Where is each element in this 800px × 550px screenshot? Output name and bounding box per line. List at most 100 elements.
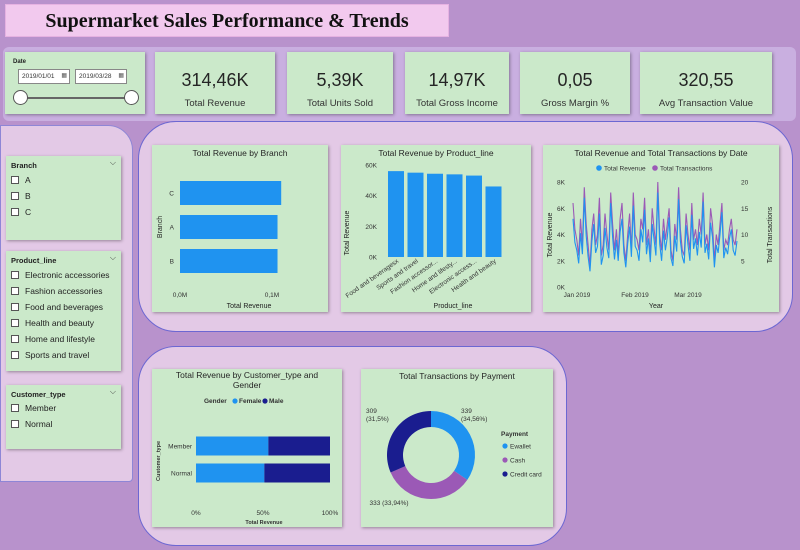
- donut-slice[interactable]: [390, 466, 468, 499]
- x-axis-label: Product_line: [434, 303, 473, 310]
- kpi-label: Gross Margin %: [540, 98, 610, 109]
- slicer-item[interactable]: Normal: [11, 419, 52, 429]
- donut-slice[interactable]: [387, 411, 431, 473]
- product-line-slicer[interactable]: Product_line ⌵ Electronic accessories Fa…: [6, 251, 121, 371]
- checkbox[interactable]: [11, 176, 19, 184]
- y-axis-label: Total Revenue: [344, 211, 351, 256]
- legend-marker-female: [232, 398, 238, 404]
- data-label-value: 339: [461, 408, 472, 415]
- donut-slice[interactable]: [431, 411, 475, 480]
- date-range-track[interactable]: [21, 97, 135, 99]
- chart-card-customer-gender: Total Revenue by Customer_type and Gender…: [152, 369, 342, 527]
- bar[interactable]: [388, 171, 404, 257]
- slicer-item[interactable]: Fashion accessories: [11, 286, 102, 296]
- legend-title: Gender: [204, 398, 227, 405]
- slicer-item[interactable]: Electronic accessories: [11, 270, 110, 280]
- chevron-down-icon[interactable]: ⌵: [109, 253, 116, 262]
- revenue-by-product-line-chart[interactable]: Total Revenue by Product_line Total Reve…: [341, 145, 531, 312]
- y-axis-label: Customer_type: [156, 441, 162, 481]
- legend-label-revenue: Total Revenue: [604, 166, 646, 173]
- y-axis-label-left: Total Revenue: [547, 213, 554, 258]
- slicer-item[interactable]: Health and beauty: [11, 318, 94, 328]
- customer-type-slicer[interactable]: Customer_type ⌵ Member Normal: [6, 385, 121, 449]
- slicer-item[interactable]: A: [11, 175, 31, 185]
- slicer-item[interactable]: Sports and travel: [11, 350, 89, 360]
- bar-segment[interactable]: [196, 463, 265, 483]
- dashboard-title-box: Supermarket Sales Performance & Trends: [5, 4, 449, 37]
- chevron-down-icon[interactable]: ⌵: [109, 387, 116, 396]
- revenue-transactions-by-date-chart[interactable]: Total Revenue and Total Transactions by …: [543, 145, 779, 312]
- revenue-by-branch-chart[interactable]: Total Revenue by Branch Branch Total Rev…: [152, 145, 328, 312]
- legend-label: Ewallet: [510, 444, 531, 451]
- date-slicer-label: Date: [13, 59, 27, 65]
- bar[interactable]: [407, 172, 424, 257]
- slicer-item-label: C: [25, 207, 32, 217]
- category-tick-label: C: [169, 191, 174, 198]
- checkbox[interactable]: [11, 303, 19, 311]
- chart-title-line-1: Total Revenue by Customer_type and: [176, 370, 318, 380]
- slicer-item-label: Member: [25, 403, 57, 413]
- checkbox[interactable]: [11, 420, 19, 428]
- bar[interactable]: [180, 249, 278, 273]
- bar-segment[interactable]: [196, 436, 269, 456]
- calendar-icon[interactable]: ▦: [61, 73, 67, 79]
- checkbox[interactable]: [11, 335, 19, 343]
- checkbox[interactable]: [11, 208, 19, 216]
- slicer-item[interactable]: Food and beverages: [11, 302, 103, 312]
- checkbox[interactable]: [11, 319, 19, 327]
- checkbox[interactable]: [11, 404, 19, 412]
- date-range-start-handle[interactable]: [13, 90, 28, 105]
- bar[interactable]: [427, 173, 443, 257]
- bar[interactable]: [466, 175, 482, 257]
- category-tick-label: Member: [168, 444, 193, 451]
- bar[interactable]: [180, 181, 282, 205]
- slicer-title: Branch: [11, 161, 37, 170]
- checkbox[interactable]: [11, 271, 19, 279]
- y-tick-label: 40K: [365, 193, 377, 200]
- category-tick-label: A: [170, 225, 175, 232]
- bar-segment[interactable]: [268, 436, 330, 456]
- slicer-title: Product_line: [11, 256, 57, 265]
- slicer-item-label: A: [25, 175, 31, 185]
- checkbox[interactable]: [11, 287, 19, 295]
- legend-marker-revenue: [596, 165, 602, 171]
- transactions-by-payment-chart[interactable]: Total Transactions by Payment Payment 33…: [361, 369, 553, 527]
- date-slicer[interactable]: Date 2019/01/01 ▦ 2019/03/28 ▦: [5, 52, 145, 114]
- chart-title: Total Revenue by Product_line: [378, 148, 494, 158]
- slicer-item[interactable]: Home and lifestyle: [11, 334, 95, 344]
- slicer-item[interactable]: B: [11, 191, 31, 201]
- bar[interactable]: [180, 215, 278, 239]
- y-axis-label: Branch: [157, 216, 164, 238]
- x-tick-label: 50%: [256, 510, 269, 517]
- branch-slicer[interactable]: Branch ⌵ A B C: [6, 156, 121, 240]
- x-tick-label: 0%: [191, 510, 201, 517]
- slicer-item[interactable]: C: [11, 207, 31, 217]
- chart-card-product-line: Total Revenue by Product_line Total Reve…: [341, 145, 531, 312]
- chart-title: Total Revenue by Customer_type and Gender: [176, 370, 318, 390]
- bar[interactable]: [485, 186, 502, 257]
- slicer-item[interactable]: Member: [11, 403, 56, 413]
- start-date-input[interactable]: 2019/01/01 ▦: [18, 69, 70, 84]
- date-range-end-handle[interactable]: [124, 90, 139, 105]
- y-tick-label-left: 2K: [557, 258, 566, 265]
- legend-marker-transactions: [652, 165, 658, 171]
- calendar-icon[interactable]: ▦: [118, 73, 124, 79]
- y-tick-label-left: 4K: [557, 232, 566, 239]
- y-axis-label-right: Total Transactions: [767, 206, 774, 263]
- series-line[interactable]: [572, 181, 738, 267]
- series-line[interactable]: [572, 192, 738, 272]
- data-label: 309 (31,5%): [366, 408, 389, 423]
- revenue-by-customer-gender-chart[interactable]: Total Revenue by Customer_type and Gender…: [152, 369, 342, 527]
- checkbox[interactable]: [11, 351, 19, 359]
- checkbox[interactable]: [11, 192, 19, 200]
- chart-title: Total Transactions by Payment: [399, 371, 515, 381]
- slicer-item-label: Electronic accessories: [25, 270, 110, 280]
- end-date-input[interactable]: 2019/03/28 ▦: [75, 69, 127, 84]
- kpi-value: 314,46K: [181, 70, 249, 90]
- chevron-down-icon[interactable]: ⌵: [109, 158, 116, 167]
- y-tick-label: 60K: [365, 163, 377, 170]
- kpi-value: 5,39K: [316, 70, 364, 90]
- kpi-label: Total Gross Income: [416, 98, 498, 109]
- bar-segment[interactable]: [264, 463, 330, 483]
- bar[interactable]: [446, 174, 463, 257]
